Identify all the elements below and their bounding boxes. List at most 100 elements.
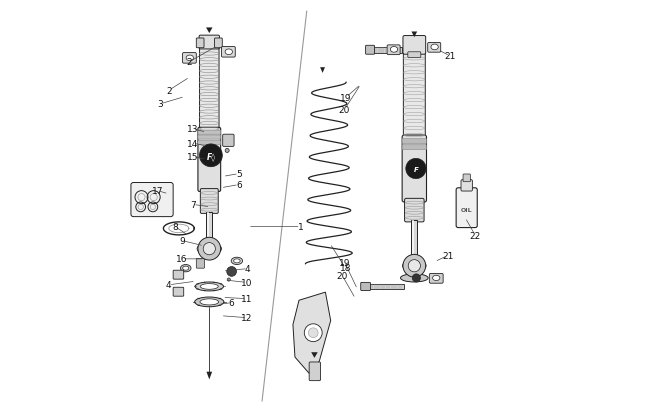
Text: F: F <box>413 166 419 172</box>
Polygon shape <box>311 352 318 358</box>
Text: 4: 4 <box>166 281 172 290</box>
Text: 19: 19 <box>339 258 350 267</box>
Ellipse shape <box>391 47 398 53</box>
FancyBboxPatch shape <box>198 141 220 145</box>
Ellipse shape <box>181 265 191 272</box>
Circle shape <box>200 145 222 167</box>
FancyBboxPatch shape <box>183 53 196 64</box>
Text: 2: 2 <box>186 58 192 67</box>
Text: 20: 20 <box>337 272 348 281</box>
Text: 6: 6 <box>236 181 242 190</box>
Text: 12: 12 <box>241 313 253 322</box>
Polygon shape <box>320 68 325 74</box>
FancyBboxPatch shape <box>430 274 443 284</box>
FancyBboxPatch shape <box>198 136 220 140</box>
Ellipse shape <box>400 274 428 282</box>
Ellipse shape <box>231 258 242 265</box>
Ellipse shape <box>200 299 218 305</box>
Ellipse shape <box>433 276 440 281</box>
Circle shape <box>408 260 421 272</box>
Ellipse shape <box>194 297 224 307</box>
Circle shape <box>403 255 426 277</box>
FancyBboxPatch shape <box>222 47 235 58</box>
Bar <box>368 284 404 289</box>
Text: 18: 18 <box>339 264 351 273</box>
Text: 8: 8 <box>172 222 177 231</box>
Bar <box>411 221 417 261</box>
Bar <box>207 213 209 245</box>
FancyBboxPatch shape <box>404 199 424 222</box>
Polygon shape <box>206 28 213 34</box>
Circle shape <box>203 243 215 255</box>
FancyBboxPatch shape <box>402 136 426 202</box>
Text: 19: 19 <box>341 94 352 102</box>
FancyBboxPatch shape <box>131 183 173 217</box>
Polygon shape <box>411 32 417 38</box>
Text: 20: 20 <box>339 106 350 115</box>
Text: 1: 1 <box>298 222 304 231</box>
Text: 16: 16 <box>176 255 188 264</box>
Circle shape <box>227 278 230 281</box>
Ellipse shape <box>186 56 194 62</box>
Text: 3: 3 <box>158 100 163 109</box>
FancyBboxPatch shape <box>402 139 426 144</box>
Text: 13: 13 <box>187 125 199 134</box>
FancyBboxPatch shape <box>404 53 425 139</box>
Circle shape <box>304 324 322 342</box>
FancyBboxPatch shape <box>214 39 222 49</box>
FancyBboxPatch shape <box>461 180 473 192</box>
FancyBboxPatch shape <box>387 46 400 55</box>
FancyBboxPatch shape <box>456 188 477 228</box>
FancyBboxPatch shape <box>309 362 320 381</box>
Text: 2: 2 <box>166 87 172 96</box>
Circle shape <box>225 149 229 153</box>
FancyBboxPatch shape <box>200 189 218 214</box>
FancyBboxPatch shape <box>365 46 374 55</box>
Ellipse shape <box>431 45 438 51</box>
Text: 21: 21 <box>442 252 453 260</box>
Text: 9: 9 <box>179 237 185 245</box>
Polygon shape <box>293 292 331 373</box>
Ellipse shape <box>233 259 240 263</box>
Circle shape <box>198 238 220 260</box>
FancyBboxPatch shape <box>173 288 184 296</box>
FancyBboxPatch shape <box>173 271 184 279</box>
FancyBboxPatch shape <box>196 39 204 49</box>
Text: OIL: OIL <box>461 207 473 213</box>
FancyBboxPatch shape <box>199 36 220 50</box>
Text: 6: 6 <box>229 298 235 307</box>
Text: 11: 11 <box>241 294 253 303</box>
Text: 14: 14 <box>187 139 199 148</box>
FancyBboxPatch shape <box>200 47 219 131</box>
FancyBboxPatch shape <box>463 175 471 182</box>
FancyBboxPatch shape <box>408 53 421 58</box>
FancyBboxPatch shape <box>223 135 234 147</box>
FancyBboxPatch shape <box>361 283 370 291</box>
FancyBboxPatch shape <box>428 43 441 53</box>
Text: 21: 21 <box>445 52 456 61</box>
Circle shape <box>227 267 237 277</box>
Text: 5: 5 <box>236 170 242 179</box>
Ellipse shape <box>200 284 218 290</box>
Text: F◊: F◊ <box>207 151 215 160</box>
Circle shape <box>406 159 426 179</box>
FancyBboxPatch shape <box>196 259 204 269</box>
FancyBboxPatch shape <box>402 145 426 150</box>
Text: 4: 4 <box>245 264 251 273</box>
Text: 22: 22 <box>469 231 481 240</box>
FancyBboxPatch shape <box>198 131 220 135</box>
Ellipse shape <box>225 50 233 55</box>
Text: 10: 10 <box>241 278 252 287</box>
Polygon shape <box>207 372 212 379</box>
Bar <box>412 221 413 261</box>
FancyBboxPatch shape <box>198 128 220 192</box>
FancyBboxPatch shape <box>403 36 426 55</box>
Bar <box>207 213 212 245</box>
Bar <box>372 48 402 53</box>
Ellipse shape <box>195 282 224 291</box>
Ellipse shape <box>183 266 188 271</box>
Circle shape <box>412 274 421 282</box>
Text: 15: 15 <box>187 153 199 162</box>
Text: 7: 7 <box>190 200 196 209</box>
Text: 17: 17 <box>152 187 164 196</box>
